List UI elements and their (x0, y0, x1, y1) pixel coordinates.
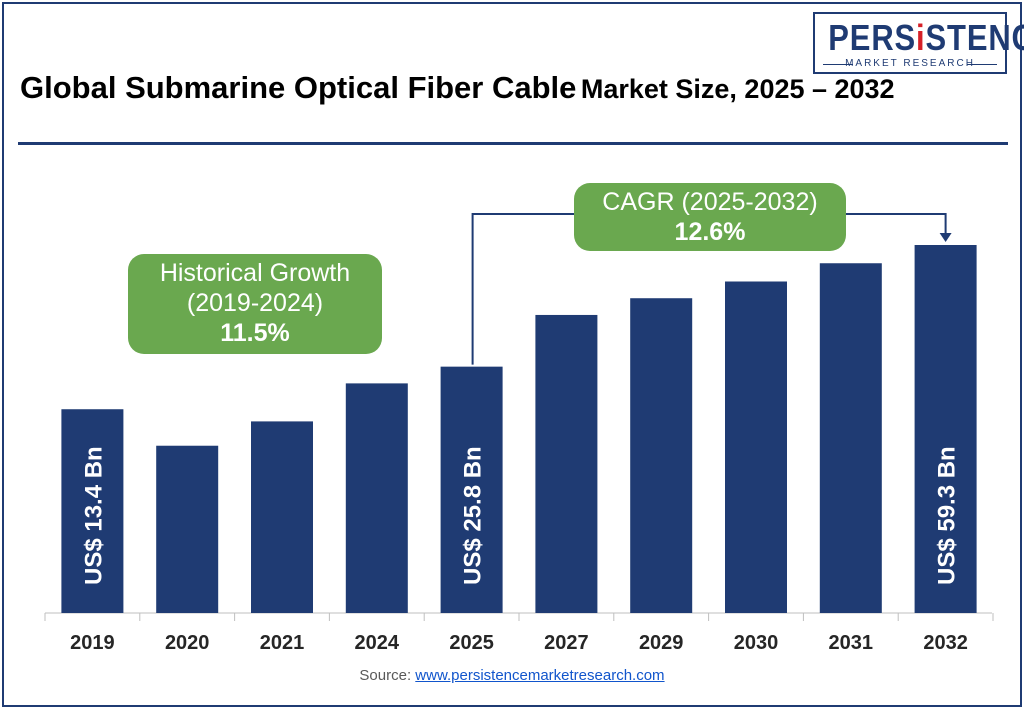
x-tick-label-2027: 2027 (544, 632, 589, 654)
x-tick-label-2031: 2031 (829, 632, 874, 654)
cagr-arrowhead (939, 233, 952, 242)
bar-2025 (440, 366, 503, 613)
bar-2019 (61, 409, 124, 613)
historical-growth-period: (2019-2024) (186, 289, 324, 317)
bar-2024 (345, 383, 408, 613)
logo-wordmark: PERSiSTENCE (828, 17, 1024, 58)
bar-2031 (819, 263, 882, 613)
cagr-label: CAGR (2025-2032) (602, 188, 818, 216)
x-tick-label-2024: 2024 (355, 632, 400, 654)
x-tick-label-2021: 2021 (260, 632, 305, 654)
chart-title-sub: Market Size, 2025 – 2032 (580, 74, 895, 104)
historical-growth-value: 11.5% (220, 319, 290, 347)
bar-2027 (535, 314, 598, 613)
data-label-2032: US$ 59.3 Bn (934, 446, 961, 585)
x-tick-label-2030: 2030 (734, 632, 779, 654)
data-label-2025: US$ 25.8 Bn (460, 446, 487, 585)
x-tick-label-2020: 2020 (165, 632, 210, 654)
bar-2030 (725, 281, 787, 613)
chart-title-main: Global Submarine Optical Fiber Cable (20, 70, 577, 105)
x-tick-label-2029: 2029 (639, 632, 684, 654)
x-tick-label-2032: 2032 (923, 632, 968, 654)
logo-rule-right (967, 64, 997, 65)
bar-2029 (630, 298, 693, 613)
x-tick-label-2025: 2025 (449, 632, 494, 654)
historical-growth-callout: Historical Growth (2019-2024) 11.5% (128, 254, 382, 354)
bar-2032 (914, 245, 977, 613)
cagr-value: 12.6% (674, 218, 746, 246)
source-label: Source: (359, 667, 412, 684)
chart-title: Global Submarine Optical Fiber Cable Mar… (20, 70, 980, 112)
x-tick-label-2019: 2019 (70, 632, 115, 654)
logo-rule-left (823, 64, 853, 65)
historical-growth-label: Historical Growth (159, 259, 351, 287)
data-label-2019: US$ 13.4 Bn (80, 446, 107, 585)
title-divider (18, 142, 1008, 145)
bar-2021 (251, 421, 313, 613)
source-line: Source: www.persistencemarketresearch.co… (0, 667, 1024, 684)
logo-tagline: MARKET RESEARCH (845, 58, 975, 69)
bar-2020 (156, 445, 219, 613)
source-link[interactable]: www.persistencemarketresearch.com (415, 667, 665, 684)
persistence-logo: PERSiSTENCE MARKET RESEARCH (813, 12, 1024, 74)
cagr-callout: CAGR (2025-2032) 12.6% (574, 183, 846, 251)
